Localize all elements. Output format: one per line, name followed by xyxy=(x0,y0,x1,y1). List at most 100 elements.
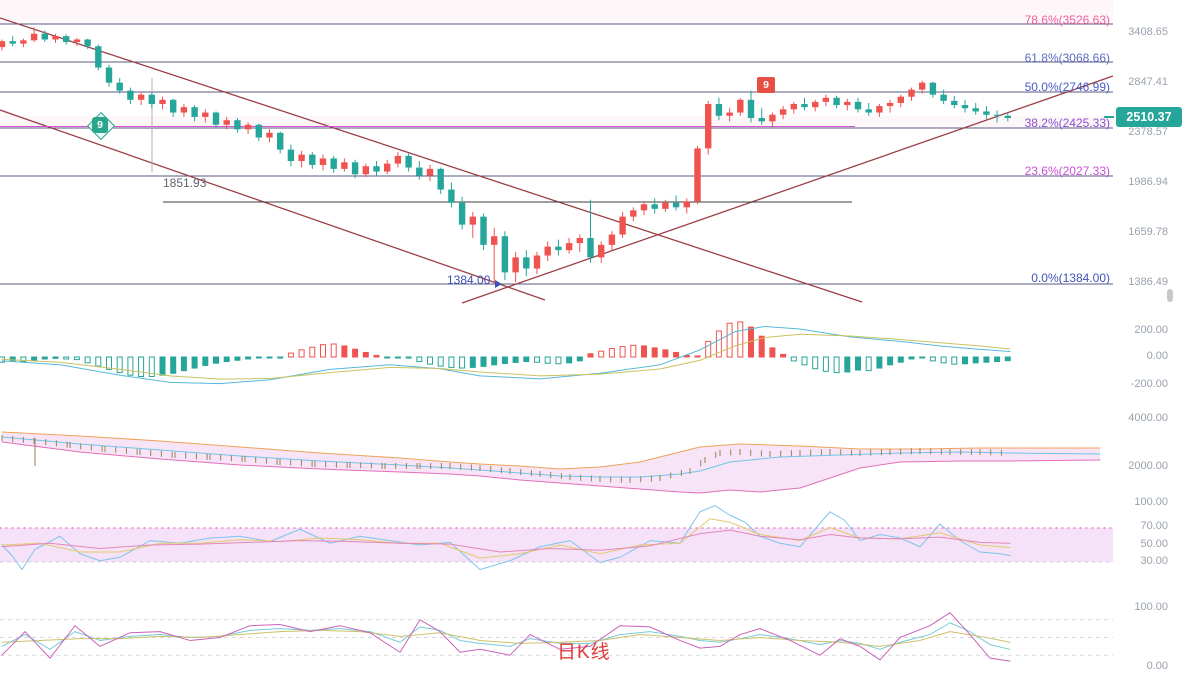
macd-hist-bar xyxy=(876,356,883,369)
candle-body xyxy=(148,94,155,104)
candle-body xyxy=(266,132,273,138)
macd-hist-bar xyxy=(127,356,134,376)
candle-body xyxy=(277,132,284,150)
candle-body xyxy=(405,155,412,168)
boll-upper-line xyxy=(1,431,1101,470)
macd-hist-bar xyxy=(266,356,273,359)
macd-hist-bar xyxy=(138,356,145,377)
candle-body xyxy=(865,109,872,113)
candle-body xyxy=(448,189,455,203)
y-axis-label-boll: 2000.00 xyxy=(1128,460,1168,472)
candle-body xyxy=(362,166,369,175)
candle-body xyxy=(919,82,926,90)
macd-hist-bar xyxy=(320,344,326,358)
boll-lower-line xyxy=(1,441,1101,494)
macd-hist-bar xyxy=(362,351,369,358)
macd-hist-bar xyxy=(812,356,819,370)
macd-hist-bar xyxy=(673,351,680,358)
macd-hist-bar xyxy=(448,356,455,368)
candle-body xyxy=(426,168,434,176)
candle-body xyxy=(747,99,755,119)
candle-body xyxy=(705,103,712,149)
macd-dif-line xyxy=(1,325,1011,385)
td9-badge-green[interactable]: 9 xyxy=(92,117,108,133)
macd-hist-bar xyxy=(298,349,305,358)
macd-hist-bar xyxy=(384,356,391,359)
candle-body xyxy=(0,41,6,48)
candle-body xyxy=(9,41,16,44)
macd-hist-bar xyxy=(31,356,38,361)
macd-dea-line xyxy=(1,333,1011,380)
candle-body xyxy=(512,257,519,273)
macd-hist-bar xyxy=(73,356,80,361)
candle-body xyxy=(63,36,70,42)
macd-hist-bar xyxy=(480,356,487,367)
candle-body xyxy=(854,101,862,110)
fib-level-label: 23.6%(2027.33) xyxy=(1024,164,1110,178)
y-axis-label-rsi: 30.00 xyxy=(1140,555,1168,567)
macd-hist-bar xyxy=(180,356,187,372)
kdj-line-j xyxy=(1,612,1011,662)
candle-body xyxy=(662,202,669,209)
candle-body xyxy=(394,155,402,164)
candle-body xyxy=(940,94,947,101)
candle-body xyxy=(159,99,166,104)
candle-body xyxy=(608,234,616,245)
candle-body xyxy=(929,82,937,95)
macd-hist-bar xyxy=(887,356,894,366)
scrollbar-thumb[interactable] xyxy=(1167,289,1173,302)
macd-hist-bar xyxy=(491,356,498,366)
candle-body xyxy=(309,154,316,165)
candle-body xyxy=(565,243,573,251)
macd-hist-bar xyxy=(598,350,605,358)
arrow-marker-1384 xyxy=(495,280,502,288)
candle-body xyxy=(672,202,680,208)
y-axis-label-main: 2847.41 xyxy=(1128,76,1168,88)
macd-hist-bar xyxy=(84,356,91,364)
candle-body xyxy=(244,124,252,130)
candle-body xyxy=(737,99,744,113)
candle-body xyxy=(598,244,605,258)
fib-level-label: 61.8%(3068.66) xyxy=(1024,51,1110,65)
macd-hist-bar xyxy=(469,356,476,368)
candle-body xyxy=(833,97,840,106)
candle-body xyxy=(41,33,48,40)
macd-hist-bar xyxy=(277,356,284,359)
candle-body xyxy=(587,237,594,258)
candle-body xyxy=(801,103,808,108)
macd-hist-bar xyxy=(940,356,947,364)
candle-body xyxy=(961,105,969,109)
candle-body xyxy=(319,158,327,165)
macd-hist-bar xyxy=(544,356,551,364)
macd-hist-bar xyxy=(994,356,1001,363)
candle-body xyxy=(533,255,541,269)
macd-hist-bar xyxy=(148,356,155,377)
candle-body xyxy=(908,89,915,97)
macd-hist-bar xyxy=(705,340,712,358)
macd-hist-bar xyxy=(651,347,658,358)
candle-body xyxy=(501,236,509,273)
y-axis-label-macd: 0.00 xyxy=(1146,350,1168,362)
candle-body xyxy=(298,154,305,162)
macd-hist-bar xyxy=(822,356,829,372)
macd-hist-bar xyxy=(919,356,926,359)
candle-body xyxy=(1004,115,1011,119)
candle-body xyxy=(951,100,958,106)
macd-hist-bar xyxy=(726,322,733,358)
td9-badge-red[interactable]: 9 xyxy=(757,77,775,93)
y-axis-label-main: 3408.65 xyxy=(1128,26,1168,38)
rsi-line-rsi24 xyxy=(1,529,1011,553)
macd-hist-bar xyxy=(170,356,177,374)
y-axis-label-main: 1386.49 xyxy=(1128,276,1168,288)
rsi-band xyxy=(0,528,1113,562)
macd-hist-bar xyxy=(694,355,701,358)
macd-hist-bar xyxy=(309,346,316,358)
macd-hist-bar xyxy=(512,356,519,363)
macd-hist-bar xyxy=(855,356,861,371)
boll-band-fill xyxy=(2,432,1100,493)
candle-body xyxy=(844,101,851,106)
candle-body xyxy=(234,120,241,130)
candle-body xyxy=(180,107,188,113)
timeframe-watermark: 日K线 xyxy=(557,642,611,663)
